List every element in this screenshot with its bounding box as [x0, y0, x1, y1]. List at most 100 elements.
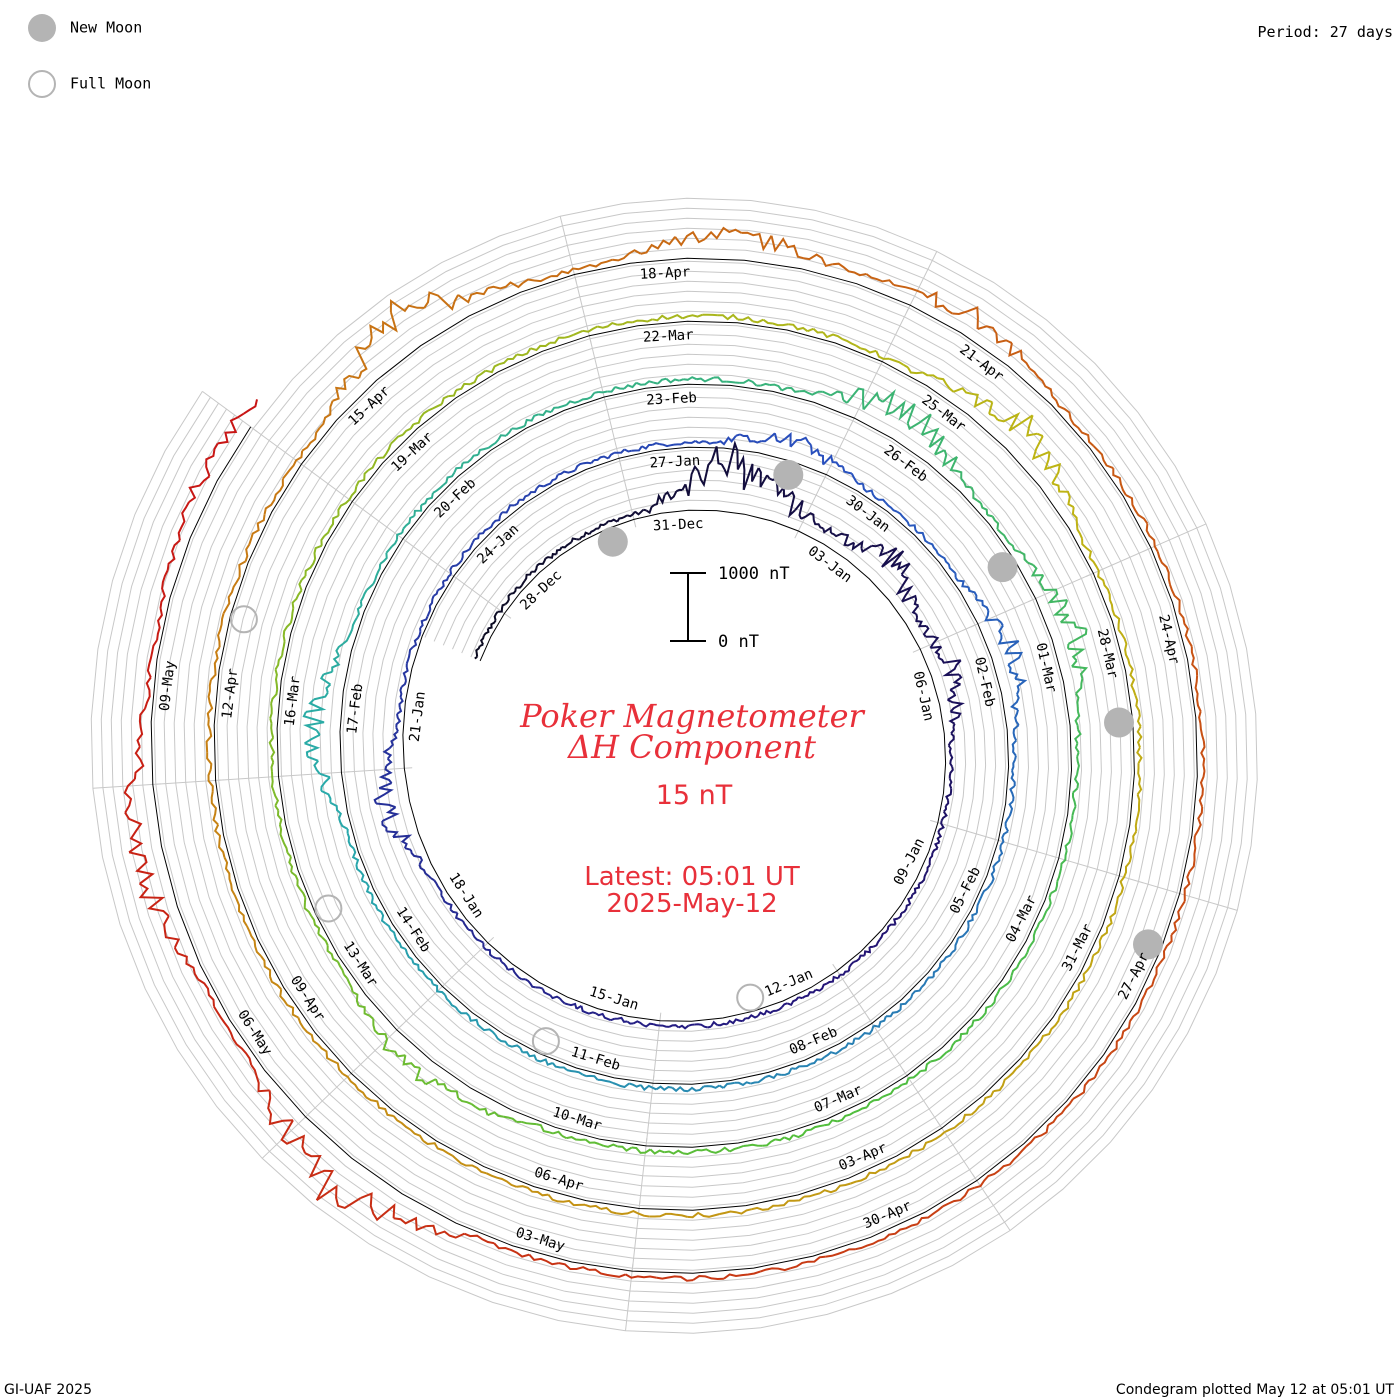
trace-segment — [952, 306, 979, 330]
trace-segment — [1200, 740, 1206, 772]
trace-segment — [405, 646, 414, 664]
trace-segment — [1056, 867, 1063, 882]
trace-segment — [404, 847, 412, 851]
trace-segment — [895, 585, 914, 603]
trace-segment — [426, 609, 432, 617]
trace-segment — [1069, 418, 1095, 447]
trace-segment — [922, 291, 953, 315]
trace-segment — [270, 771, 275, 792]
trace-segment — [631, 445, 643, 452]
trace-segment — [1016, 689, 1020, 695]
trace-segment — [855, 344, 862, 350]
trace-segment — [847, 961, 855, 972]
trace-segment — [319, 673, 331, 686]
trace-segment — [1071, 660, 1078, 668]
trace-segment — [288, 856, 294, 873]
trace-segment — [901, 1077, 910, 1086]
day-spoke — [652, 1012, 662, 1081]
trace-segment — [457, 287, 489, 304]
trace-segment — [769, 383, 783, 392]
trace-segment — [213, 824, 226, 858]
legend: New Moon Full Moon — [28, 14, 151, 98]
trace-segment — [1194, 675, 1202, 712]
trace-segment — [464, 1232, 495, 1245]
trace-segment — [1074, 742, 1080, 753]
trace-segment — [320, 789, 332, 803]
day-spoke — [1028, 573, 1091, 603]
trace-segment — [379, 552, 388, 565]
trace-segment — [412, 631, 422, 649]
day-spoke — [632, 1200, 641, 1269]
trace-segment — [1005, 538, 1016, 551]
trace-segment — [757, 467, 768, 488]
trace-segment — [791, 1067, 796, 1070]
trace-segment — [652, 1023, 660, 1027]
scale-bar-top-label: 1000 nT — [718, 564, 790, 584]
trace-segment — [359, 601, 363, 607]
trace-segment — [584, 1203, 602, 1210]
trace-segment — [274, 805, 280, 811]
trace-segment — [388, 730, 399, 749]
trace-segment — [641, 443, 653, 450]
trace-segment — [510, 587, 517, 595]
trace-segment — [988, 401, 994, 415]
trace-segment — [912, 1131, 946, 1152]
new-moon-marker — [1104, 707, 1134, 738]
trace-segment — [863, 947, 871, 956]
trace-segment — [871, 543, 882, 548]
trace-segment — [1136, 725, 1143, 748]
trace-segment — [865, 273, 895, 286]
trace-segment — [402, 515, 415, 530]
trace-segment — [988, 412, 999, 421]
trace-segment — [487, 515, 502, 530]
date-label: 06-Jan — [910, 670, 937, 723]
trace-segment — [1071, 665, 1089, 679]
trace-segment — [643, 508, 647, 512]
trace-segment — [1129, 994, 1146, 1022]
chart-subtitle: ΔH Component — [566, 728, 816, 766]
trace-segment — [552, 1130, 563, 1137]
trace-segment — [897, 912, 903, 920]
trace-segment — [909, 524, 919, 534]
trace-segment — [555, 546, 563, 555]
trace-segment — [697, 459, 713, 488]
trace-segment — [917, 531, 929, 544]
trace-segment — [918, 873, 927, 885]
trace-segment — [336, 961, 345, 976]
trace-segment — [694, 440, 700, 444]
trace-segment — [392, 834, 413, 849]
trace-segment — [260, 955, 272, 977]
trace-segment — [786, 490, 796, 519]
day-spoke — [990, 837, 1057, 858]
date-label: 09-Jan — [891, 836, 928, 888]
trace-segment — [1074, 711, 1081, 726]
trace-segment — [474, 1106, 489, 1116]
trace-segment — [385, 545, 393, 554]
day-spoke — [353, 1023, 403, 1072]
trace-segment — [687, 1085, 705, 1093]
trace-segment — [850, 1168, 886, 1185]
trace-segment — [934, 449, 946, 456]
trace-segment — [659, 443, 675, 448]
trace-segment — [316, 1184, 362, 1209]
trace-segment — [838, 1042, 854, 1053]
trace-segment — [144, 676, 152, 710]
trace-segment — [177, 501, 190, 541]
trace-segment — [1067, 647, 1086, 662]
trace-segment — [991, 515, 1000, 530]
trace-segment — [1128, 664, 1137, 696]
trace-segment — [1060, 850, 1068, 869]
trace-segment — [837, 974, 841, 979]
trace-segment — [351, 848, 360, 866]
trace-segment — [470, 453, 479, 460]
trace-segment — [206, 752, 213, 770]
trace-segment — [678, 1024, 690, 1030]
trace-segment — [936, 831, 943, 843]
latest-date: 2025-May-12 — [606, 889, 777, 919]
trace-segment — [1041, 910, 1048, 920]
trace-segment — [401, 528, 405, 534]
day-spoke — [604, 399, 622, 467]
trace-segment — [586, 1074, 599, 1081]
trace-segment — [395, 727, 399, 732]
trace-segment — [531, 565, 538, 573]
